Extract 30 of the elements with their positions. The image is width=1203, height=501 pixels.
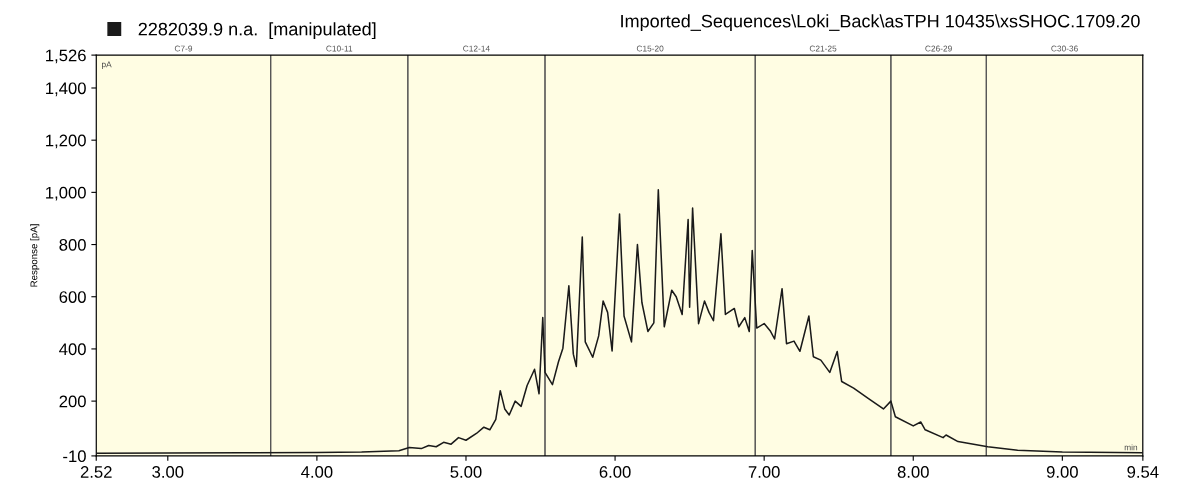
- y-tick-label: 600: [59, 291, 86, 303]
- annotation: min: [1124, 444, 1138, 451]
- y-tick-label: 1,000: [46, 186, 86, 201]
- x-tick-label: 9.00: [1046, 466, 1078, 478]
- x-tick-label: 3.00: [152, 466, 184, 478]
- y-axis-title: Response [pA]: [30, 224, 40, 287]
- band-label: C12-14: [463, 45, 490, 52]
- x-tick-label: 5.00: [450, 466, 482, 478]
- x-tick-label: 6.00: [599, 466, 631, 478]
- y-tick-label: 200: [59, 395, 86, 408]
- x-tick-label: 9.54: [1127, 466, 1159, 478]
- x-tick-label: 8.00: [897, 466, 929, 478]
- band-label: C30-36: [1051, 45, 1078, 52]
- x-tick-label: 2.52: [80, 466, 112, 478]
- annotation: pA: [102, 61, 112, 69]
- y-tick-label: -10: [63, 450, 86, 463]
- y-tick-label: 1,526: [46, 49, 86, 64]
- band-label: C26-29: [925, 45, 952, 52]
- y-tick-label: 1,400: [46, 82, 86, 97]
- x-tick-label: 7.00: [748, 466, 780, 478]
- legend-label: 2282039.9 n.a. [manipulated]: [138, 22, 376, 40]
- band-label: C15-20: [636, 45, 664, 52]
- y-tick-label: 800: [59, 238, 86, 251]
- y-tick-label: 400: [59, 343, 86, 356]
- y-tick-label: 1,200: [46, 134, 86, 149]
- x-tick-label: 4.00: [301, 466, 333, 478]
- band-label: C21-25: [809, 45, 837, 52]
- band-label: C10-11: [326, 45, 353, 52]
- band-label: C7-9: [174, 45, 193, 52]
- chart-title: Imported_Sequences\Loki_Back\asTPH 10435\xsSHOC.1709.20: [621, 14, 1140, 32]
